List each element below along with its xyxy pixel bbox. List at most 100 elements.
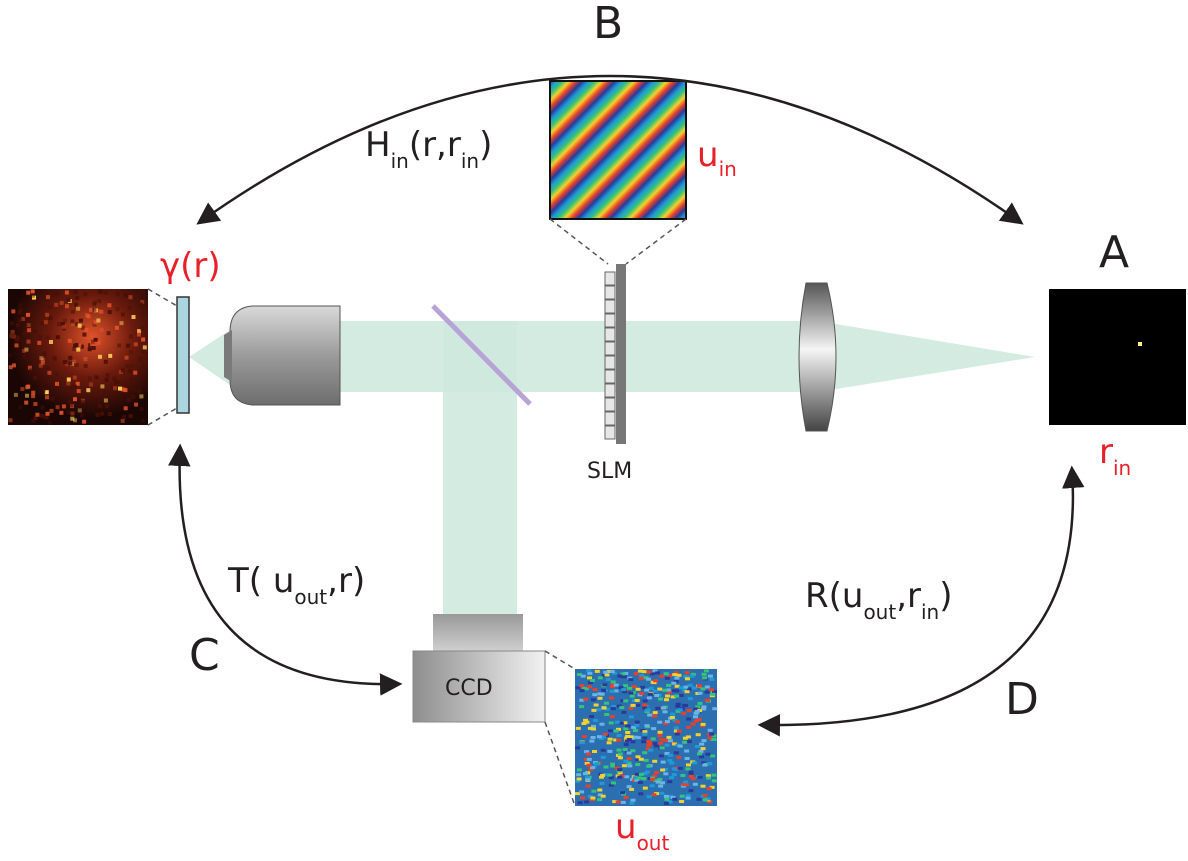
speckle-grain bbox=[610, 685, 615, 689]
speckle-grain bbox=[73, 302, 78, 307]
speckle-grain bbox=[141, 350, 146, 354]
label-h-in: Hin(r,rin) bbox=[365, 125, 492, 173]
speckle-grain bbox=[626, 757, 632, 761]
speckle-grain bbox=[608, 729, 614, 733]
speckle-grain bbox=[634, 772, 640, 776]
speckle-grain bbox=[664, 676, 670, 680]
speckle-grain bbox=[600, 773, 606, 777]
speckle-grain bbox=[707, 674, 713, 678]
speckle-grain bbox=[638, 772, 644, 776]
speckle-grain bbox=[609, 689, 615, 693]
speckle-grain bbox=[638, 792, 644, 796]
speckle-grain bbox=[634, 699, 640, 702]
speckle-grain bbox=[94, 341, 99, 346]
speckle-grain bbox=[707, 736, 713, 740]
slm-pixel bbox=[604, 341, 616, 356]
speckle-grain bbox=[100, 411, 105, 416]
speckle-grain bbox=[661, 706, 666, 710]
speckle-grain bbox=[583, 697, 589, 701]
speckle-grain bbox=[674, 720, 680, 724]
speckle-grain bbox=[99, 328, 104, 333]
speckle-grain bbox=[103, 290, 108, 295]
speckle-grain bbox=[620, 672, 626, 676]
speckle-grain bbox=[688, 772, 694, 776]
speckle-grain bbox=[617, 775, 623, 779]
speckle-grain bbox=[624, 739, 630, 743]
speckle-grain bbox=[665, 688, 671, 692]
speckle-grain bbox=[48, 420, 52, 425]
speckle-grain bbox=[26, 384, 31, 389]
speckle-grain bbox=[621, 675, 627, 679]
speckle-grain bbox=[139, 394, 144, 399]
speckle-grain bbox=[672, 742, 678, 746]
speckle-grain bbox=[682, 736, 688, 740]
speckle-grain bbox=[620, 791, 625, 795]
zoom-line-slm-left bbox=[549, 218, 609, 265]
speckle-grain bbox=[630, 798, 636, 802]
speckle-grain bbox=[35, 358, 40, 363]
speckle-grain bbox=[30, 289, 35, 294]
speckle-grain bbox=[116, 380, 121, 385]
label-u-in: uin bbox=[697, 135, 737, 181]
speckle-grain bbox=[688, 774, 694, 778]
speckle-grain bbox=[685, 794, 691, 797]
speckle-grain bbox=[666, 683, 672, 687]
speckle-grain bbox=[586, 752, 592, 756]
slm-pixel bbox=[604, 299, 616, 314]
speckle-grain bbox=[590, 698, 596, 702]
speckle-grain bbox=[141, 289, 146, 294]
speckle-grain bbox=[632, 776, 638, 780]
speckle-grain bbox=[31, 394, 36, 399]
speckle-grain bbox=[26, 312, 30, 317]
arrow-b bbox=[196, 74, 1024, 225]
slm-pixel bbox=[604, 425, 616, 440]
speckle-grain bbox=[25, 393, 29, 398]
speckle-grain bbox=[625, 724, 631, 728]
speckle-grain bbox=[579, 741, 585, 745]
speckle-grain bbox=[105, 404, 109, 409]
speckle-grain bbox=[590, 736, 596, 739]
speckle-grain bbox=[24, 400, 29, 405]
speckle-grain bbox=[646, 677, 651, 681]
speckle-grain bbox=[10, 329, 15, 334]
speckle-grain bbox=[620, 800, 626, 804]
speckle-grain bbox=[695, 733, 701, 737]
speckle-grain bbox=[129, 350, 133, 355]
speckle-grain bbox=[128, 414, 133, 419]
speckle-grain bbox=[702, 676, 708, 680]
speckle-grain bbox=[26, 323, 31, 328]
speckle-grain bbox=[594, 762, 600, 766]
speckle-grain bbox=[70, 404, 75, 409]
speckle-grain bbox=[616, 734, 622, 737]
speckle-grain bbox=[664, 739, 670, 743]
speckle-grain bbox=[627, 686, 633, 690]
speckle-grain bbox=[688, 770, 694, 774]
speckle-grain bbox=[599, 722, 605, 726]
speckle-grain bbox=[125, 364, 130, 369]
speckle-grain bbox=[66, 381, 71, 386]
speckle-grain bbox=[650, 737, 656, 741]
label-a: A bbox=[1099, 227, 1129, 278]
speckle-grain bbox=[8, 418, 13, 423]
speckle-grain bbox=[586, 763, 592, 767]
speckle-grain bbox=[601, 688, 607, 692]
speckle-grain bbox=[683, 780, 689, 784]
speckle-grain bbox=[92, 307, 97, 312]
speckle-grain bbox=[67, 338, 72, 343]
speckle-grain bbox=[618, 686, 624, 690]
speckle-grain bbox=[46, 295, 50, 300]
speckle-grain bbox=[688, 789, 694, 793]
speckle-grain bbox=[579, 684, 585, 688]
objective-lens bbox=[224, 305, 341, 406]
focusing-lens bbox=[798, 282, 837, 432]
speckle-grain bbox=[76, 389, 81, 394]
speckle-grain bbox=[133, 342, 138, 347]
speckle-grain bbox=[601, 706, 607, 710]
speckle-grain bbox=[701, 707, 707, 711]
speckle-grain bbox=[45, 312, 50, 317]
label-c: C bbox=[189, 630, 220, 681]
speckle-grain bbox=[674, 694, 680, 698]
speckle-grain bbox=[655, 671, 660, 675]
speckle-grain bbox=[589, 715, 594, 718]
speckle-grain bbox=[38, 335, 43, 340]
